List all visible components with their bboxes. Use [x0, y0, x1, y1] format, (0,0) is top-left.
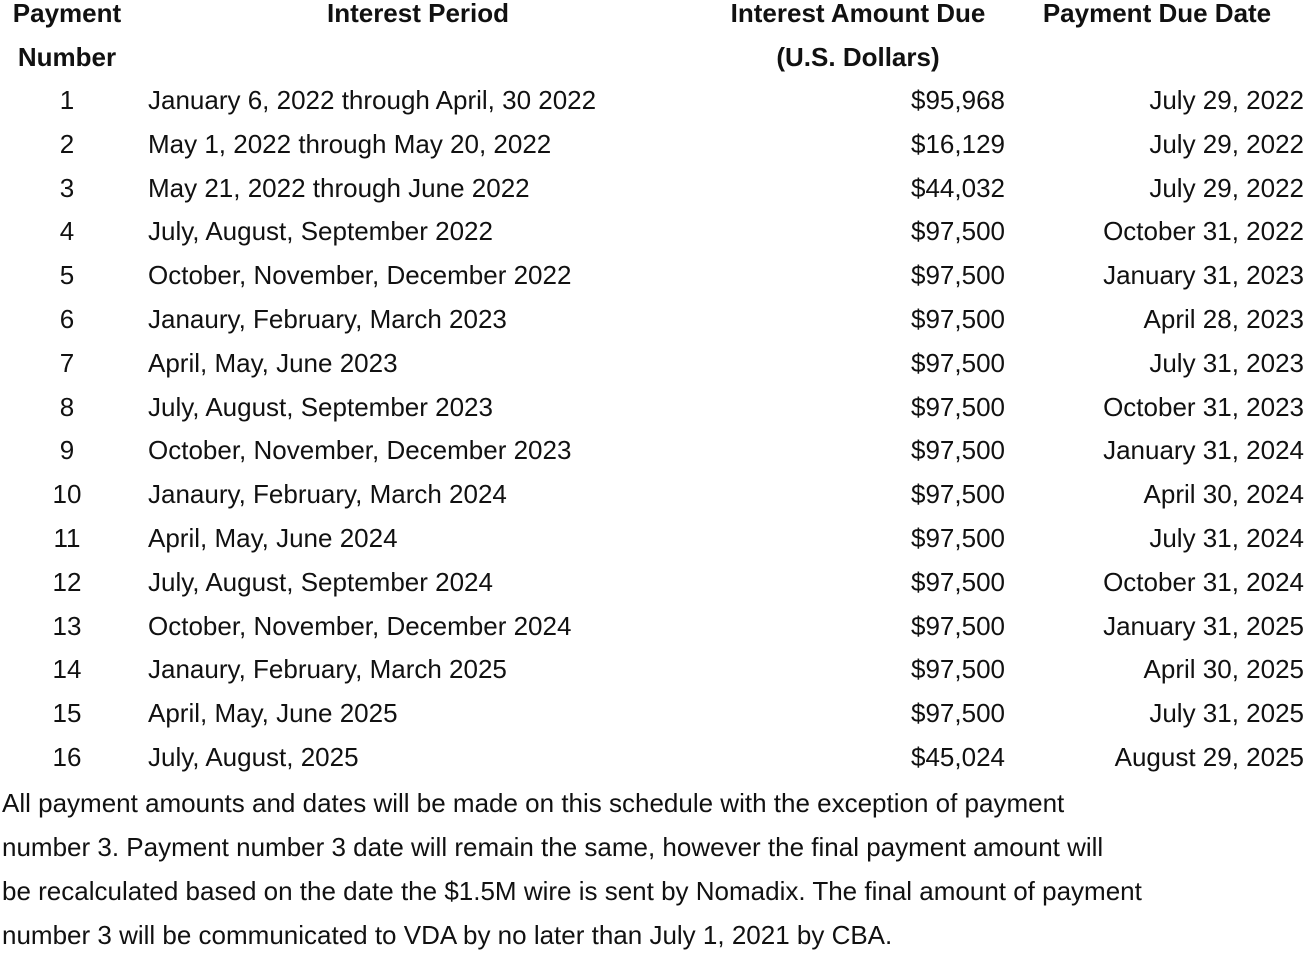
interest-amount-cell: $44,032 [911, 172, 1005, 203]
payment-number-cell: 8 [59, 391, 75, 422]
footer-line: number 3. Payment number 3 date will rem… [2, 832, 1104, 862]
interest-amount-cell: $97,500 [911, 216, 1005, 247]
interest-period-cell: Janaury, February, March 2023 [148, 304, 507, 334]
interest-amount-cell: $97,500 [911, 698, 1005, 729]
due-date-cell: October 31, 2023 [1103, 391, 1304, 422]
due-date-cell: August 29, 2025 [1114, 742, 1304, 772]
table-row: 9 October, November, December 2023 $97,500… [0, 428, 1306, 472]
payment-number-cell: 5 [59, 260, 75, 291]
table-row: 11 April, May, June 2024 $97,500 July 31, 2… [0, 516, 1306, 560]
due-date-cell: April 28, 2023 [1143, 304, 1304, 334]
due-date-cell: July 31, 2024 [1149, 523, 1304, 553]
interest-period-cell: April, May, June 2025 [148, 698, 398, 729]
footer-line: All payment amounts and dates will be ma… [2, 788, 1065, 818]
table-row: 16 July, August, 2025 $45,024 August 29, 20… [0, 735, 1306, 779]
table-row: 7 April, May, June 2023 $97,500 July 31, 20… [0, 341, 1306, 385]
interest-period-cell: April, May, June 2024 [148, 523, 398, 553]
interest-period-cell: July, August, September 2022 [148, 216, 493, 247]
table-row: 6 Janaury, February, March 2023 $97,500 Apr… [0, 297, 1306, 341]
interest-amount-cell: $97,500 [911, 654, 1005, 685]
interest-amount-cell: $97,500 [911, 523, 1005, 553]
table-row: 2 May 1, 2022 through May 20, 2022 $16,129… [0, 122, 1306, 166]
header-row-1: Payment Interest Period Interest Amount … [0, 0, 1306, 35]
payment-number-cell: 14 [52, 654, 82, 685]
table-row: 5 October, November, December 2022 $97,500… [0, 253, 1306, 297]
interest-period-cell: October, November, December 2024 [148, 610, 572, 641]
interest-period-cell: July, August, September 2024 [148, 566, 493, 597]
payment-number-cell: 7 [59, 347, 75, 378]
due-date-cell: April 30, 2025 [1143, 654, 1304, 685]
table-row: 8 July, August, September 2023 $97,500 Octo… [0, 385, 1306, 429]
due-date-cell: October 31, 2024 [1103, 566, 1304, 597]
payment-number-cell: 9 [59, 435, 75, 466]
interest-amount-cell: $97,500 [911, 479, 1005, 510]
payment-number-cell: 12 [52, 566, 82, 597]
interest-period-cell: July, August, 2025 [148, 742, 359, 772]
footer-line: number 3 will be communicated to VDA by … [2, 920, 893, 950]
interest-amount-cell: $97,500 [911, 435, 1005, 466]
payment-number-cell: 15 [52, 698, 82, 729]
header-interest-amount: Interest Amount Due [730, 0, 986, 28]
table-row: 12 July, August, September 2024 $97,500 Oct… [0, 560, 1306, 604]
interest-period-cell: July, August, September 2023 [148, 391, 493, 422]
table-row: 1 January 6, 2022 through April, 30 2022 $… [0, 78, 1306, 122]
due-date-cell: July 29, 2022 [1149, 172, 1304, 203]
header-payment-number: Payment [12, 0, 122, 28]
due-date-cell: July 29, 2022 [1149, 85, 1304, 115]
interest-period-cell: Janaury, February, March 2025 [148, 654, 507, 685]
payment-number-cell: 6 [59, 304, 75, 334]
table-row: 13 October, November, December 2024 $97,50… [0, 604, 1306, 648]
interest-amount-cell: $97,500 [911, 347, 1005, 378]
interest-period-cell: October, November, December 2022 [148, 260, 572, 291]
payment-number-cell: 13 [52, 610, 82, 641]
interest-amount-cell: $95,968 [911, 85, 1005, 115]
interest-amount-cell: $97,500 [911, 566, 1005, 597]
table-row: 3 May 21, 2022 through June 2022 $44,032 Ju… [0, 166, 1306, 210]
due-date-cell: January 31, 2023 [1103, 260, 1304, 291]
interest-amount-cell: $45,024 [911, 742, 1005, 772]
interest-period-cell: May 21, 2022 through June 2022 [148, 172, 530, 203]
interest-amount-cell: $97,500 [911, 260, 1005, 291]
due-date-cell: January 31, 2025 [1103, 610, 1304, 641]
due-date-cell: April 30, 2024 [1143, 479, 1304, 510]
header-due-date: Payment Due Date [1042, 0, 1272, 28]
due-date-cell: July 29, 2022 [1149, 128, 1304, 159]
interest-period-cell: May 1, 2022 through May 20, 2022 [148, 128, 552, 159]
due-date-cell: January 31, 2024 [1103, 435, 1304, 466]
header-interest-amount-line2: (U.S. Dollars) [776, 42, 940, 72]
footer-note: All payment amounts and dates will be ma… [2, 781, 1302, 957]
payment-number-cell: 11 [53, 523, 81, 553]
table-row: 10 Janaury, February, March 2024 $97,500 Ap… [0, 472, 1306, 516]
due-date-cell: July 31, 2025 [1149, 698, 1304, 729]
header-payment-number-line2: Number [17, 42, 117, 72]
interest-period-cell: January 6, 2022 through April, 30 2022 [148, 85, 597, 115]
interest-period-cell: Janaury, February, March 2024 [148, 479, 507, 510]
footer-line: be recalculated based on the date the $1… [2, 876, 1142, 906]
header-row-2: Number (U.S. Dollars) [0, 35, 1306, 79]
payment-number-cell: 10 [52, 479, 82, 510]
table-row: 15 April, May, June 2025 $97,500 July 31, 2… [0, 691, 1306, 735]
table-row: 14 Janaury, February, March 2025 $97,500 Ap… [0, 647, 1306, 691]
payment-number-cell: 16 [52, 742, 82, 772]
interest-period-cell: October, November, December 2023 [148, 435, 572, 466]
interest-amount-cell: $97,500 [911, 304, 1005, 334]
due-date-cell: July 31, 2023 [1149, 347, 1304, 378]
interest-amount-cell: $16,129 [911, 128, 1005, 159]
due-date-cell: October 31, 2022 [1103, 216, 1304, 247]
payment-number-cell: 4 [59, 216, 75, 247]
interest-amount-cell: $97,500 [911, 610, 1005, 641]
interest-amount-cell: $97,500 [911, 391, 1005, 422]
interest-period-cell: April, May, June 2023 [148, 347, 398, 378]
table-row: 4 July, August, September 2022 $97,500 Octo… [0, 209, 1306, 253]
payment-number-cell: 1 [59, 85, 75, 115]
header-interest-period: Interest Period [326, 0, 510, 28]
payment-number-cell: 3 [59, 172, 75, 203]
payment-number-cell: 2 [59, 128, 75, 159]
